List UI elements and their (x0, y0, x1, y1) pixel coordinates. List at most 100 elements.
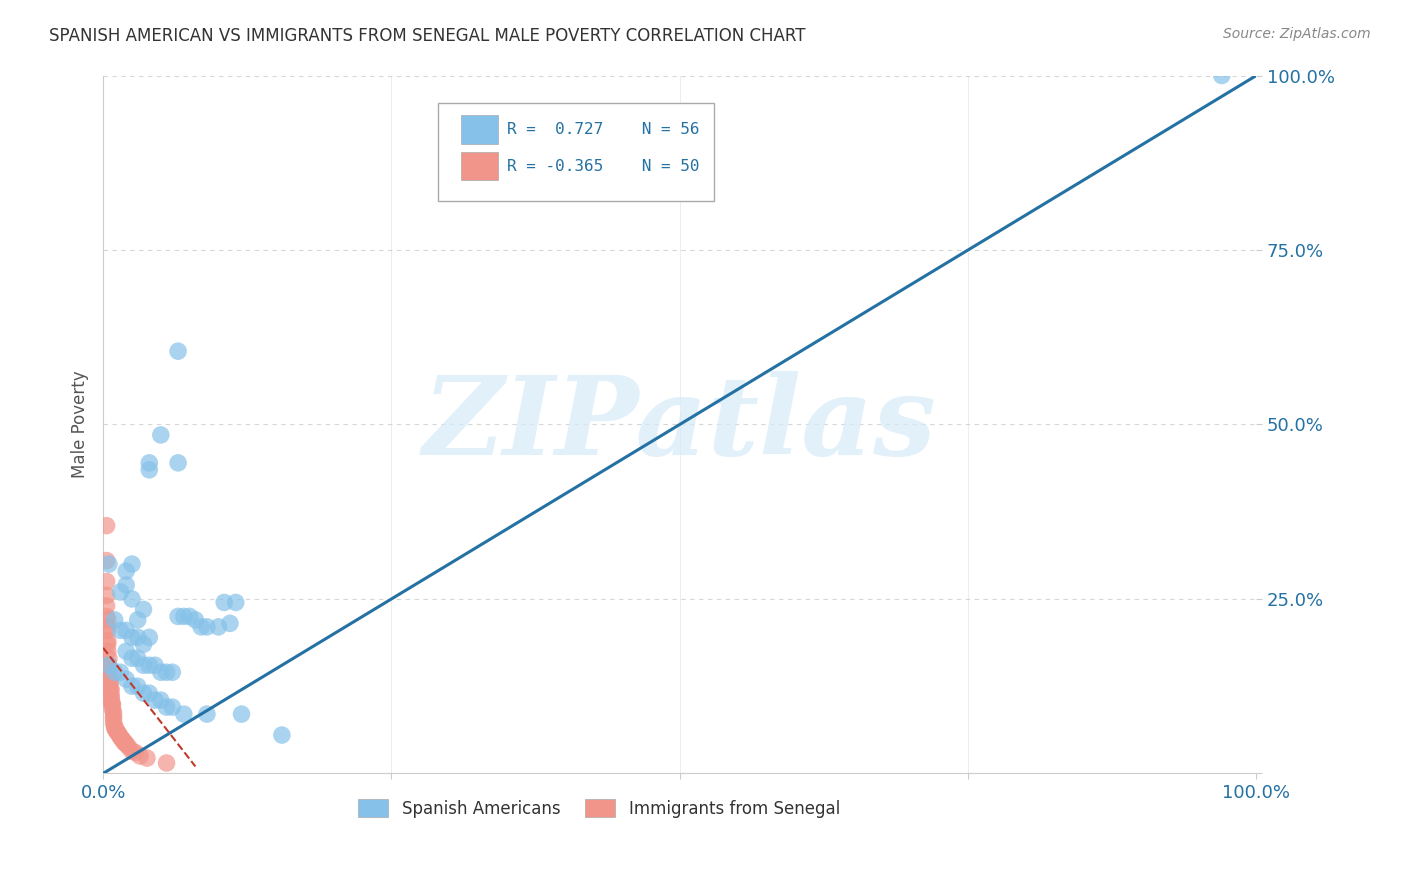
Point (104, 613, 127, 627)
Text: R =  0.727    N = 56: R = 0.727 N = 56 (506, 122, 699, 137)
Point (115, 644, 138, 658)
Point (225, 595, 247, 609)
Point (97, 651, 120, 665)
Point (115, 624, 138, 638)
Point (190, 620, 212, 634)
Point (167, 609, 190, 624)
Point (103, 709, 125, 723)
Point (111, 733, 134, 747)
Point (98, 670, 121, 684)
Point (167, 344, 190, 359)
Point (104, 723, 127, 738)
Point (97, 633, 120, 648)
Point (173, 707, 195, 722)
Point (96, 518, 118, 533)
Point (110, 624, 132, 638)
Point (121, 591, 143, 606)
Point (149, 693, 172, 707)
Point (115, 564, 138, 578)
Point (138, 658, 160, 673)
Point (124, 746, 146, 760)
Point (98, 677, 121, 691)
Point (219, 616, 242, 631)
Point (96, 574, 118, 589)
Point (96, 599, 118, 613)
Point (132, 602, 155, 616)
Point (162, 665, 184, 680)
Point (127, 631, 149, 645)
Point (97, 663, 120, 677)
Point (195, 707, 218, 722)
Point (103, 705, 125, 719)
Point (97, 624, 120, 638)
Point (121, 651, 143, 665)
Point (115, 578, 138, 592)
Point (101, 698, 124, 712)
Text: ZIPatlas: ZIPatlas (423, 371, 936, 478)
Point (98, 681, 121, 696)
Point (104, 721, 127, 735)
Point (155, 665, 177, 680)
Point (138, 456, 160, 470)
Point (112, 735, 135, 749)
Point (1211, 69, 1233, 83)
Point (121, 557, 143, 571)
Point (96, 609, 118, 624)
FancyBboxPatch shape (461, 115, 498, 144)
Point (101, 702, 124, 716)
Point (105, 724, 128, 739)
Point (97, 660, 120, 674)
Point (100, 688, 122, 702)
Text: SPANISH AMERICAN VS IMMIGRANTS FROM SENEGAL MALE POVERTY CORRELATION CHART: SPANISH AMERICAN VS IMMIGRANTS FROM SENE… (49, 27, 806, 45)
FancyBboxPatch shape (437, 103, 714, 201)
Point (195, 620, 218, 634)
Point (136, 751, 159, 765)
Point (270, 728, 292, 742)
Point (115, 672, 138, 686)
Point (127, 613, 149, 627)
Point (110, 731, 132, 746)
Point (110, 585, 132, 599)
Point (162, 700, 184, 714)
Point (97, 644, 120, 658)
Point (97, 637, 120, 651)
Point (97, 658, 120, 673)
Point (96, 553, 118, 567)
Point (132, 637, 155, 651)
Point (110, 730, 132, 744)
Point (117, 739, 139, 754)
Y-axis label: Male Poverty: Male Poverty (72, 371, 89, 478)
Point (110, 665, 132, 680)
Point (231, 707, 253, 722)
Point (138, 463, 160, 477)
Point (155, 756, 177, 770)
Point (104, 665, 127, 680)
Point (103, 716, 125, 731)
Point (127, 651, 149, 665)
Point (100, 691, 122, 706)
Point (143, 658, 166, 673)
Point (115, 737, 138, 751)
Legend: Spanish Americans, Immigrants from Senegal: Spanish Americans, Immigrants from Seneg… (352, 792, 846, 824)
Point (114, 736, 136, 750)
Point (138, 686, 160, 700)
Point (212, 595, 235, 609)
Point (138, 631, 160, 645)
Point (207, 620, 229, 634)
Point (132, 686, 155, 700)
FancyBboxPatch shape (461, 153, 498, 180)
Point (149, 428, 172, 442)
Point (96, 589, 118, 603)
Point (100, 695, 122, 709)
Point (121, 744, 143, 758)
Point (143, 693, 166, 707)
Point (103, 712, 125, 726)
Point (184, 613, 207, 627)
Point (101, 697, 124, 711)
Point (121, 631, 143, 645)
Point (121, 679, 143, 693)
Point (107, 726, 129, 740)
Point (100, 682, 122, 697)
Point (108, 728, 131, 742)
Point (98, 674, 121, 689)
